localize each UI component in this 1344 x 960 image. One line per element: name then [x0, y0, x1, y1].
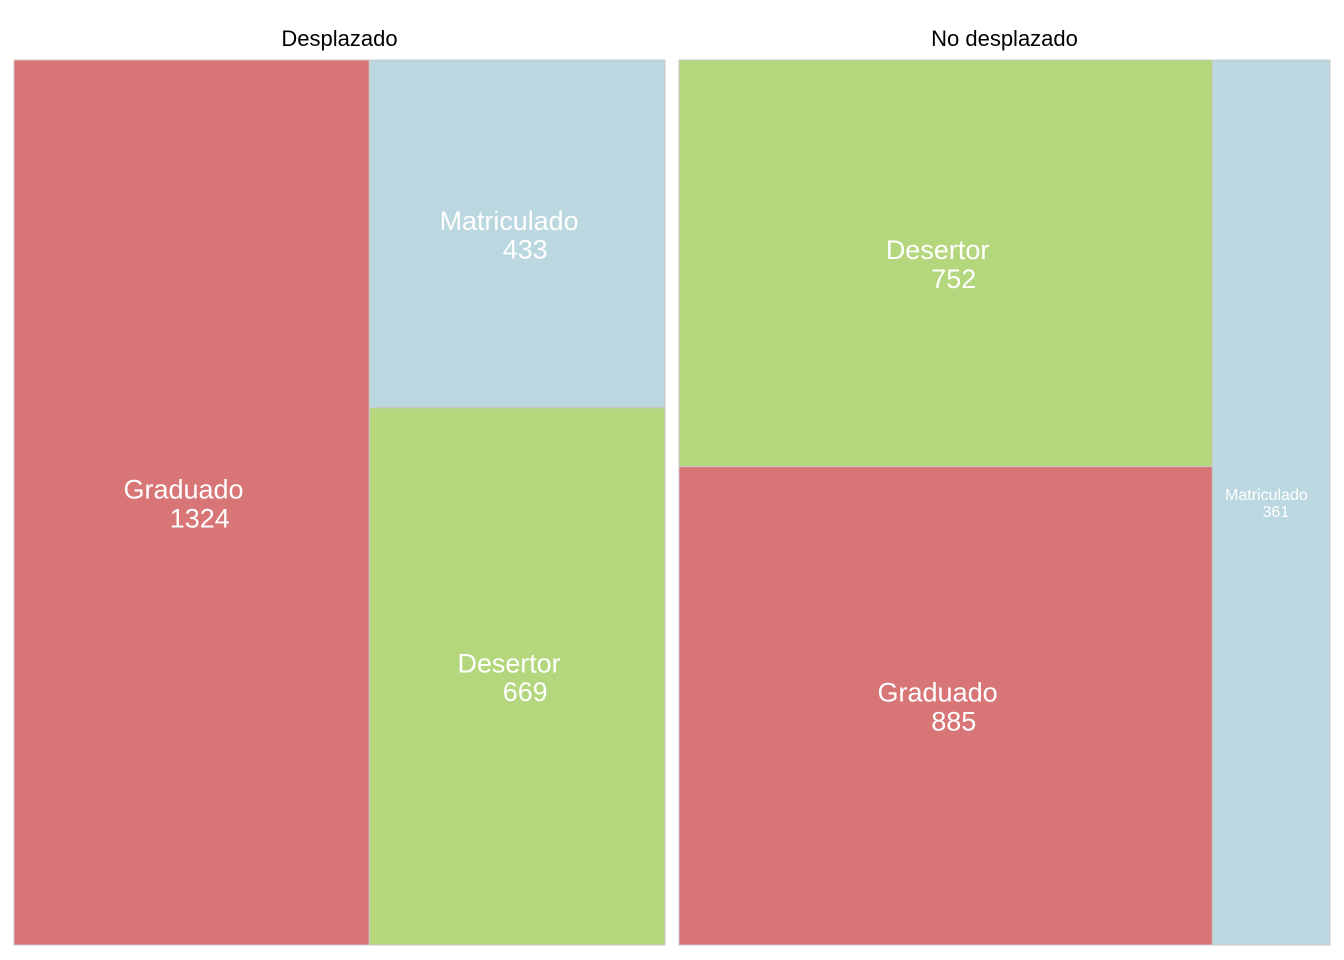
- tile-value-label: 752: [931, 264, 976, 294]
- tile-graduado-panel-1: [13, 59, 370, 946]
- tile-matriculado-panel-2: [1211, 59, 1331, 946]
- tile-value-label: 361: [1263, 504, 1290, 521]
- tile-category-label: Graduado: [878, 678, 998, 708]
- tile-desertor-panel-1: [368, 407, 666, 946]
- tile-value-label: 885: [931, 707, 976, 737]
- tile-value-label: 669: [503, 677, 548, 707]
- tile-matriculado-panel-1: [368, 59, 666, 409]
- tile-category-label: Matriculado: [440, 206, 579, 236]
- tile-category-label: Desertor: [886, 235, 990, 265]
- panel-title-no-desplazado: No desplazado: [931, 26, 1078, 51]
- tile-value-label: 433: [503, 235, 548, 265]
- tile-category-label: Matriculado: [1225, 487, 1308, 504]
- panel-title-desplazado: Desplazado: [281, 26, 398, 51]
- tile-category-label: Desertor: [458, 648, 561, 678]
- tile-category-label: Graduado: [123, 474, 243, 504]
- panel-border-1: [13, 59, 666, 946]
- tile-desertor-panel-2: [678, 59, 1213, 468]
- panel-border-2: [678, 59, 1331, 946]
- tile-graduado-panel-2: [678, 466, 1213, 946]
- tile-value-label: 1324: [170, 503, 230, 533]
